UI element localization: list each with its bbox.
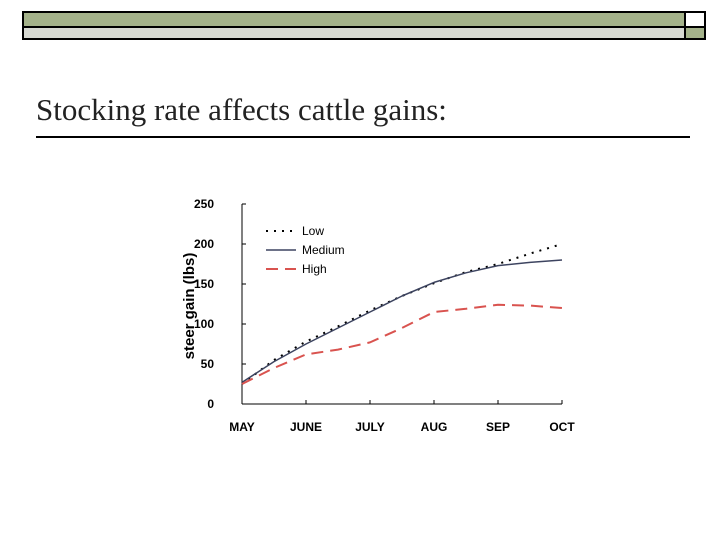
title-bar-square-top — [686, 11, 706, 28]
title-bar-sub — [22, 28, 686, 40]
slide-title: Stocking rate affects cattle gains: — [36, 92, 447, 127]
y-tick-label: 200 — [194, 237, 214, 251]
series-line-high — [241, 303, 563, 385]
y-tick-label: 50 — [201, 357, 215, 371]
x-tick-label: OCT — [549, 420, 575, 434]
y-axis-label: steer gain (lbs) — [181, 253, 198, 360]
steer-gain-chart: 0 50 100 150 200 250 MAY JUNE JULY AUG SEP OCT steer… — [181, 197, 575, 434]
y-tick-label: 150 — [194, 277, 214, 291]
y-tick-label: 0 — [207, 397, 214, 411]
x-tick-label: JUNE — [290, 420, 322, 434]
legend-label-medium: Medium — [302, 243, 345, 257]
x-tick-label: JULY — [355, 420, 385, 434]
x-tick-label: AUG — [421, 420, 448, 434]
title-underline — [36, 136, 690, 138]
x-tick-label: MAY — [229, 420, 255, 434]
x-tick-label: SEP — [486, 420, 510, 434]
y-tick-label: 100 — [194, 317, 214, 331]
series-line-low — [241, 243, 563, 385]
title-bar-main — [22, 11, 686, 28]
title-bar-square-bottom — [686, 28, 706, 40]
series-line-medium — [241, 259, 563, 384]
title-bar-decoration — [22, 11, 706, 40]
legend-label-low: Low — [302, 224, 324, 238]
legend-label-high: High — [302, 262, 327, 276]
y-tick-label: 250 — [194, 197, 214, 211]
